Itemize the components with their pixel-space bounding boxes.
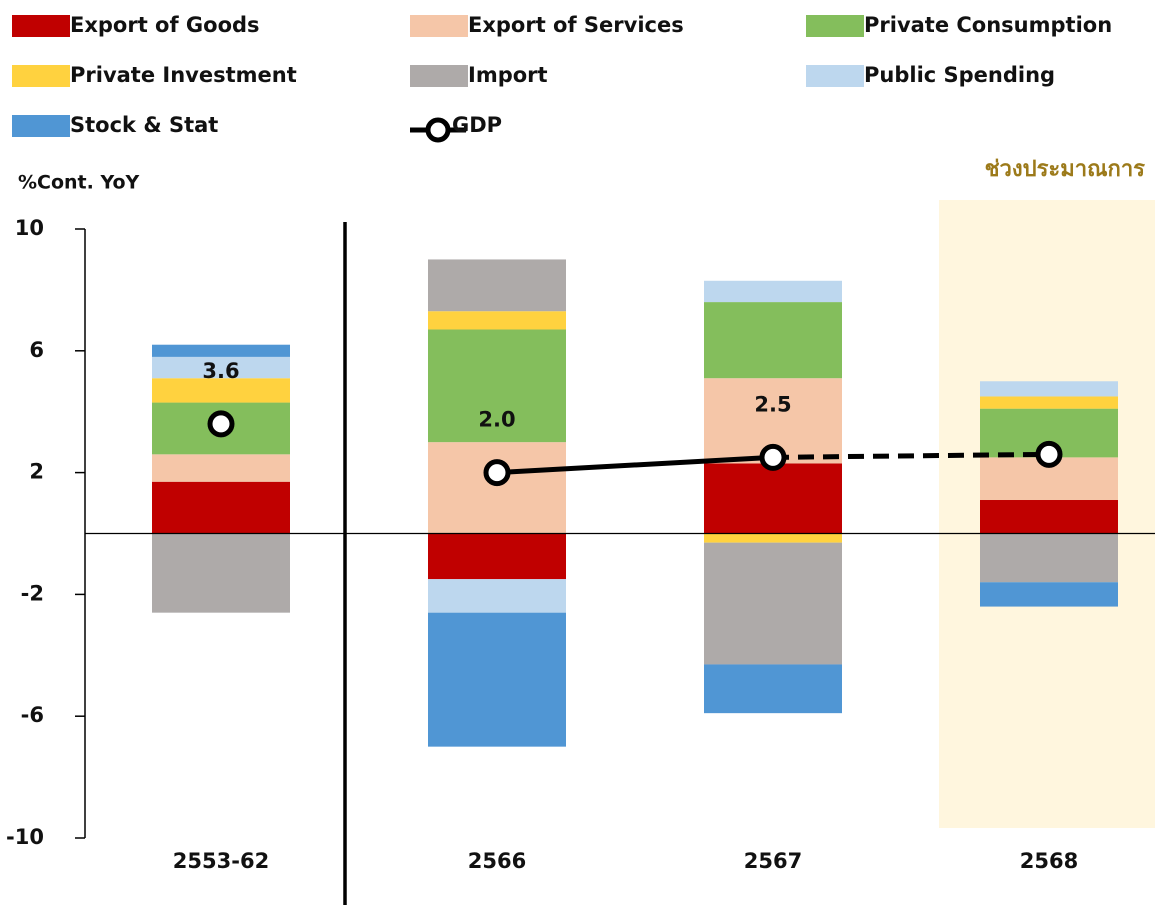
x-tick-label: 2553-62 — [173, 849, 269, 873]
bar-segment — [704, 280, 842, 303]
legend-swatch — [12, 115, 70, 137]
bar-segment — [152, 533, 290, 613]
y-tick-label: 2 — [29, 460, 44, 484]
legend-label: Export of Services — [468, 13, 684, 37]
bar-segment — [152, 356, 290, 379]
bar-segment — [152, 378, 290, 403]
bar-segment — [704, 463, 842, 534]
legend-swatch — [12, 65, 70, 87]
bar-segment — [428, 533, 566, 580]
y-tick-label: 10 — [15, 216, 44, 240]
legend-label: Private Consumption — [864, 13, 1112, 37]
y-tick-label: -6 — [21, 703, 44, 727]
y-tick-label: -10 — [6, 825, 44, 849]
y-tick-label: 6 — [29, 338, 44, 362]
legend-marker — [425, 117, 451, 143]
legend-label: Public Spending — [864, 63, 1055, 87]
gdp-marker — [759, 443, 787, 471]
x-tick-label: 2568 — [1020, 849, 1078, 873]
legend-label: Export of Goods — [70, 13, 260, 37]
y-tick-label: -2 — [21, 581, 44, 605]
bar-segment — [428, 612, 566, 747]
legend-label: Private Investment — [70, 63, 297, 87]
bar-segment — [428, 329, 566, 443]
bar-segment — [152, 454, 290, 482]
legend-label: GDP — [452, 113, 502, 137]
bar-segment — [980, 500, 1118, 534]
bar-segment — [428, 442, 566, 534]
legend-swatch — [410, 65, 468, 87]
bar-segment — [428, 259, 566, 312]
bar-segment — [704, 542, 842, 665]
x-tick-label: 2567 — [744, 849, 802, 873]
legend-swatch — [410, 15, 468, 37]
legend-label: Stock & Stat — [70, 113, 218, 137]
forecast-label: ช่วงประมาณการ — [985, 157, 1146, 182]
y-axis-label: %Cont. YoY — [18, 172, 140, 194]
bar-segment — [428, 311, 566, 330]
gdp-marker — [207, 410, 235, 438]
gdp-marker — [483, 459, 511, 487]
gdp-label: 2.0 — [478, 408, 515, 432]
x-tick-label: 2566 — [468, 849, 526, 873]
bar-segment — [152, 481, 290, 534]
bar-segment — [428, 579, 566, 613]
bar-segment — [704, 533, 842, 543]
bar-segment — [704, 664, 842, 714]
bar-segment — [980, 533, 1118, 583]
legend-swatch — [806, 65, 864, 87]
bar-segment — [152, 344, 290, 357]
bar-segment — [704, 302, 842, 379]
bar-segment — [980, 396, 1118, 409]
bar-segment — [980, 381, 1118, 397]
gdp-marker — [1035, 440, 1063, 468]
gdp-label: 3.6 — [202, 359, 239, 383]
gdp-label: 2.5 — [754, 392, 791, 416]
legend-label: Import — [468, 63, 548, 87]
bar-segment — [980, 582, 1118, 607]
gdp-line — [496, 454, 774, 476]
legend-swatch — [12, 15, 70, 37]
gdp-line-forecast — [772, 451, 1050, 460]
legend-swatch — [806, 15, 864, 37]
